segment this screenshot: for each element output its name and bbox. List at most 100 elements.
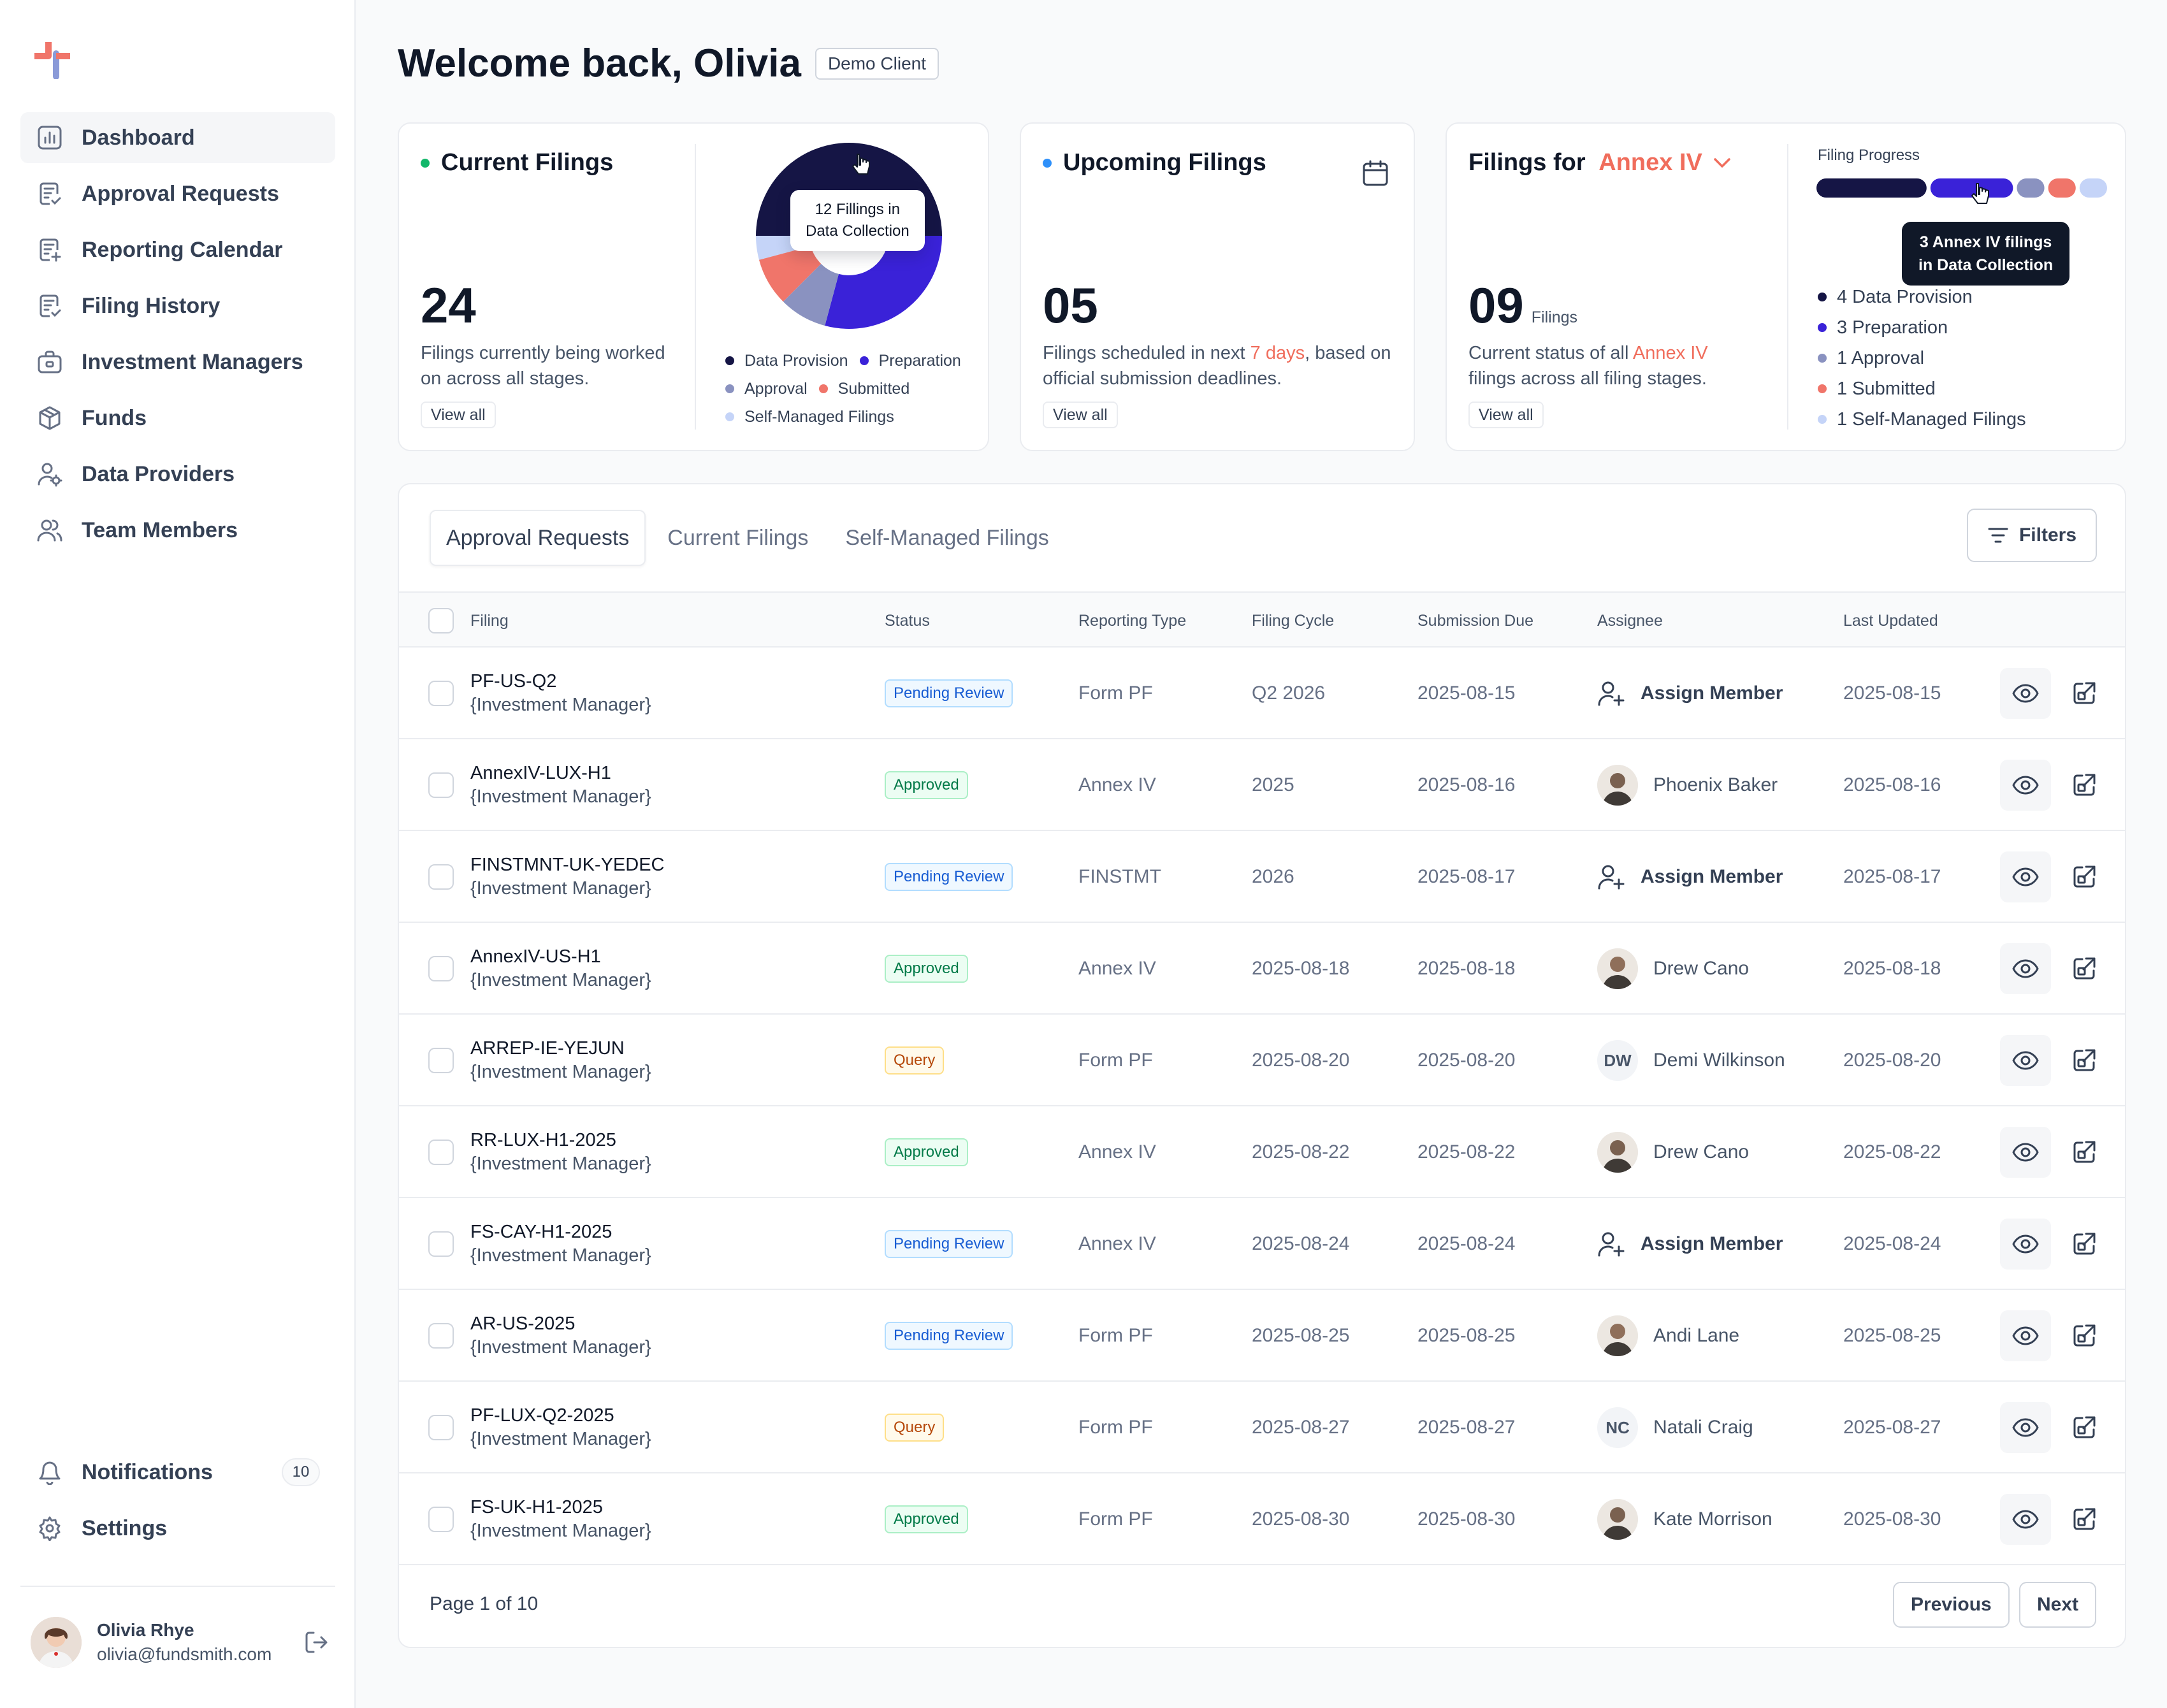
view-button[interactable]	[2000, 1219, 2051, 1270]
view-all-button[interactable]: View all	[1468, 402, 1544, 428]
column-header-filing-cycle[interactable]: Filing Cycle	[1252, 611, 1335, 630]
logout-icon[interactable]	[302, 1628, 330, 1656]
assignee-cell[interactable]: Assign Member	[1597, 648, 1783, 739]
row-checkbox[interactable]	[428, 1507, 454, 1532]
row-checkbox[interactable]	[428, 956, 454, 981]
view-button[interactable]	[2000, 1494, 2051, 1545]
tab-self-managed-filings[interactable]: Self-Managed Filings	[845, 525, 1049, 550]
table-row[interactable]: AR-US-2025 {Investment Manager} Pending Re…	[399, 1290, 2125, 1382]
avatar[interactable]	[31, 1617, 82, 1668]
filing-name[interactable]: PF-US-Q2	[470, 671, 557, 691]
sidebar-item-label: Approval Requests	[82, 181, 279, 206]
filing-name[interactable]: AnnexIV-LUX-H1	[470, 763, 611, 783]
filing-name[interactable]: AnnexIV-US-H1	[470, 946, 601, 967]
progress-segment-approval[interactable]	[2017, 178, 2045, 198]
open-external-button[interactable]	[2065, 1310, 2103, 1361]
open-external-button[interactable]	[2065, 1035, 2103, 1086]
sidebar-item-filing-history[interactable]: Filing History	[20, 280, 335, 331]
next-page-button[interactable]: Next	[2019, 1582, 2097, 1628]
donut-slice-preparation[interactable]	[825, 236, 942, 329]
row-checkbox[interactable]	[428, 864, 454, 890]
view-button[interactable]	[2000, 760, 2051, 811]
view-button[interactable]	[2000, 1035, 2051, 1086]
column-header-filing[interactable]: Filing	[470, 611, 509, 630]
sidebar-item-reporting-calendar[interactable]: Reporting Calendar	[20, 224, 335, 275]
view-all-button[interactable]: View all	[1043, 402, 1118, 428]
filing-cell: FS-UK-H1-2025 {Investment Manager}	[470, 1473, 651, 1565]
filing-name[interactable]: RR-LUX-H1-2025	[470, 1130, 616, 1150]
filing-name[interactable]: AR-US-2025	[470, 1314, 576, 1334]
progress-segment-data-provision[interactable]	[1816, 178, 1927, 198]
open-external-button[interactable]	[2065, 1494, 2103, 1545]
table-row[interactable]: AnnexIV-US-H1 {Investment Manager} Approve…	[399, 923, 2125, 1015]
progress-segment-preparation[interactable]	[1930, 178, 2013, 198]
table-row[interactable]: PF-US-Q2 {Investment Manager} Pending Revi…	[399, 648, 2125, 739]
current-filings-card: Current Filings 24 Filings currently bei…	[398, 122, 989, 451]
app-logo[interactable]	[33, 41, 71, 80]
sidebar-item-notifications[interactable]: Notifications 10	[20, 1447, 335, 1498]
sidebar-item-team-members[interactable]: Team Members	[20, 505, 335, 556]
progress-segment-self-managed-filings[interactable]	[2079, 178, 2107, 198]
select-all-checkbox[interactable]	[428, 608, 454, 633]
chevron-down-icon[interactable]	[1713, 157, 1732, 170]
column-header-reporting-type[interactable]: Reporting Type	[1078, 611, 1187, 630]
open-external-button[interactable]	[2065, 943, 2103, 994]
row-checkbox[interactable]	[428, 1231, 454, 1257]
filters-button[interactable]: Filters	[1966, 509, 2097, 562]
sidebar-item-approval-requests[interactable]: Approval Requests	[20, 168, 335, 219]
column-header-last-updated[interactable]: Last Updated	[1843, 611, 1938, 630]
tab-current-filings[interactable]: Current Filings	[667, 525, 809, 550]
view-button[interactable]	[2000, 668, 2051, 719]
progress-segment-submitted[interactable]	[2048, 178, 2076, 198]
calendar-icon[interactable]	[1361, 159, 1389, 191]
open-external-button[interactable]	[2065, 1219, 2103, 1270]
view-button[interactable]	[2000, 851, 2051, 902]
sidebar-item-investment-managers[interactable]: Investment Managers	[20, 337, 335, 387]
donut-slice-submitted[interactable]	[758, 246, 822, 302]
avatar	[1597, 948, 1638, 989]
assignee-cell[interactable]: Assign Member	[1597, 831, 1783, 923]
table-row[interactable]: FS-CAY-H1-2025 {Investment Manager} Pendin…	[399, 1198, 2125, 1290]
row-checkbox[interactable]	[428, 681, 454, 706]
open-external-button[interactable]	[2065, 668, 2103, 719]
filing-name[interactable]: ARREP-IE-YEJUN	[470, 1038, 625, 1059]
open-external-button[interactable]	[2065, 1402, 2103, 1453]
tab-approval-requests[interactable]: Approval Requests	[430, 510, 646, 566]
view-all-button[interactable]: View all	[421, 402, 496, 428]
previous-page-button[interactable]: Previous	[1893, 1582, 2010, 1628]
view-button[interactable]	[2000, 1127, 2051, 1178]
table-row[interactable]: FS-UK-H1-2025 {Investment Manager} Approve…	[399, 1473, 2125, 1565]
assignee-cell[interactable]: Assign Member	[1597, 1198, 1783, 1290]
filing-name[interactable]: FINSTMNT-UK-YEDEC	[470, 855, 665, 875]
row-checkbox[interactable]	[428, 1323, 454, 1349]
view-button[interactable]	[2000, 943, 2051, 994]
row-checkbox[interactable]	[428, 1048, 454, 1073]
row-checkbox[interactable]	[428, 1415, 454, 1440]
open-external-button[interactable]	[2065, 1127, 2103, 1178]
column-header-submission-due[interactable]: Submission Due	[1417, 611, 1534, 630]
reporting-type-dropdown[interactable]: Annex IV	[1598, 149, 1702, 176]
row-checkbox[interactable]	[428, 772, 454, 798]
filing-name[interactable]: PF-LUX-Q2-2025	[470, 1405, 614, 1426]
table-row[interactable]: AnnexIV-LUX-H1 {Investment Manager} Approv…	[399, 739, 2125, 831]
open-external-button[interactable]	[2065, 851, 2103, 902]
sidebar-item-funds[interactable]: Funds	[20, 393, 335, 444]
view-button[interactable]	[2000, 1402, 2051, 1453]
column-header-assignee[interactable]: Assignee	[1597, 611, 1663, 630]
table-row[interactable]: RR-LUX-H1-2025 {Investment Manager} Approv…	[399, 1106, 2125, 1198]
filing-name[interactable]: FS-CAY-H1-2025	[470, 1222, 612, 1242]
sidebar-item-data-providers[interactable]: Data Providers	[20, 449, 335, 500]
filing-progress-bar[interactable]	[1816, 177, 2107, 199]
donut-slice-approval[interactable]	[783, 263, 839, 326]
column-header-status[interactable]: Status	[885, 611, 930, 630]
table-row[interactable]: FINSTMNT-UK-YEDEC {Investment Manager} Pen…	[399, 831, 2125, 923]
table-row[interactable]: ARREP-IE-YEJUN {Investment Manager} Query F…	[399, 1015, 2125, 1106]
sidebar-item-settings[interactable]: Settings	[20, 1503, 335, 1554]
filing-name[interactable]: FS-UK-H1-2025	[470, 1497, 603, 1517]
table-row[interactable]: PF-LUX-Q2-2025 {Investment Manager} Query F…	[399, 1382, 2125, 1473]
filings-donut-chart[interactable]	[753, 140, 945, 331]
row-checkbox[interactable]	[428, 1140, 454, 1165]
sidebar-item-dashboard[interactable]: Dashboard	[20, 112, 335, 163]
view-button[interactable]	[2000, 1310, 2051, 1361]
open-external-button[interactable]	[2065, 760, 2103, 811]
